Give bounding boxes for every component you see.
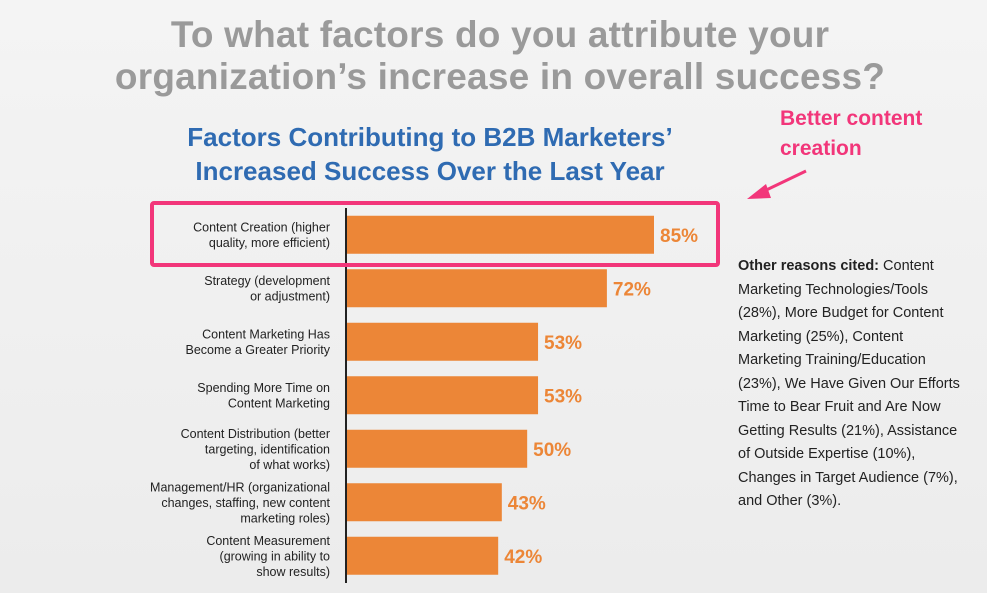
chart-title: Factors Contributing to B2B Marketers’ I… bbox=[187, 122, 673, 186]
category-label: Management/HR (organizational changes, st… bbox=[150, 480, 330, 525]
bar bbox=[346, 376, 539, 415]
value-label: 43% bbox=[508, 493, 546, 514]
callout-text: Better content creation bbox=[780, 107, 923, 160]
note-lead: Other reasons cited: bbox=[738, 258, 880, 274]
other-reasons-note: Other reasons cited: Content Marketing T… bbox=[738, 255, 968, 514]
category-label: Spending More Time on Content Marketing bbox=[197, 381, 330, 411]
category-label: Content Marketing Has Become a Greater Pr… bbox=[186, 328, 331, 358]
category-label: Content Distribution (better targeting, i… bbox=[181, 427, 330, 472]
value-label: 85% bbox=[660, 226, 698, 247]
value-label: 72% bbox=[613, 279, 651, 300]
value-label: 50% bbox=[533, 440, 571, 461]
slide-title: To what factors do you attribute your or… bbox=[114, 14, 886, 97]
value-label: 53% bbox=[544, 386, 582, 407]
note-body: Content Marketing Technologies/Tools (28… bbox=[738, 258, 960, 509]
category-label: Content Creation (higher quality, more ef… bbox=[193, 221, 330, 251]
bar bbox=[346, 269, 607, 308]
bar bbox=[346, 483, 502, 522]
bar bbox=[346, 322, 539, 361]
bar bbox=[346, 215, 654, 254]
category-label: Strategy (development or adjustment) bbox=[204, 274, 330, 304]
value-label: 42% bbox=[504, 547, 542, 568]
category-label: Content Measurement (growing in ability t… bbox=[206, 534, 330, 579]
highlight-box bbox=[150, 201, 720, 267]
value-label: 53% bbox=[544, 333, 582, 354]
bar bbox=[346, 429, 528, 468]
bar bbox=[346, 536, 499, 575]
callout-arrowhead-icon bbox=[747, 184, 771, 199]
